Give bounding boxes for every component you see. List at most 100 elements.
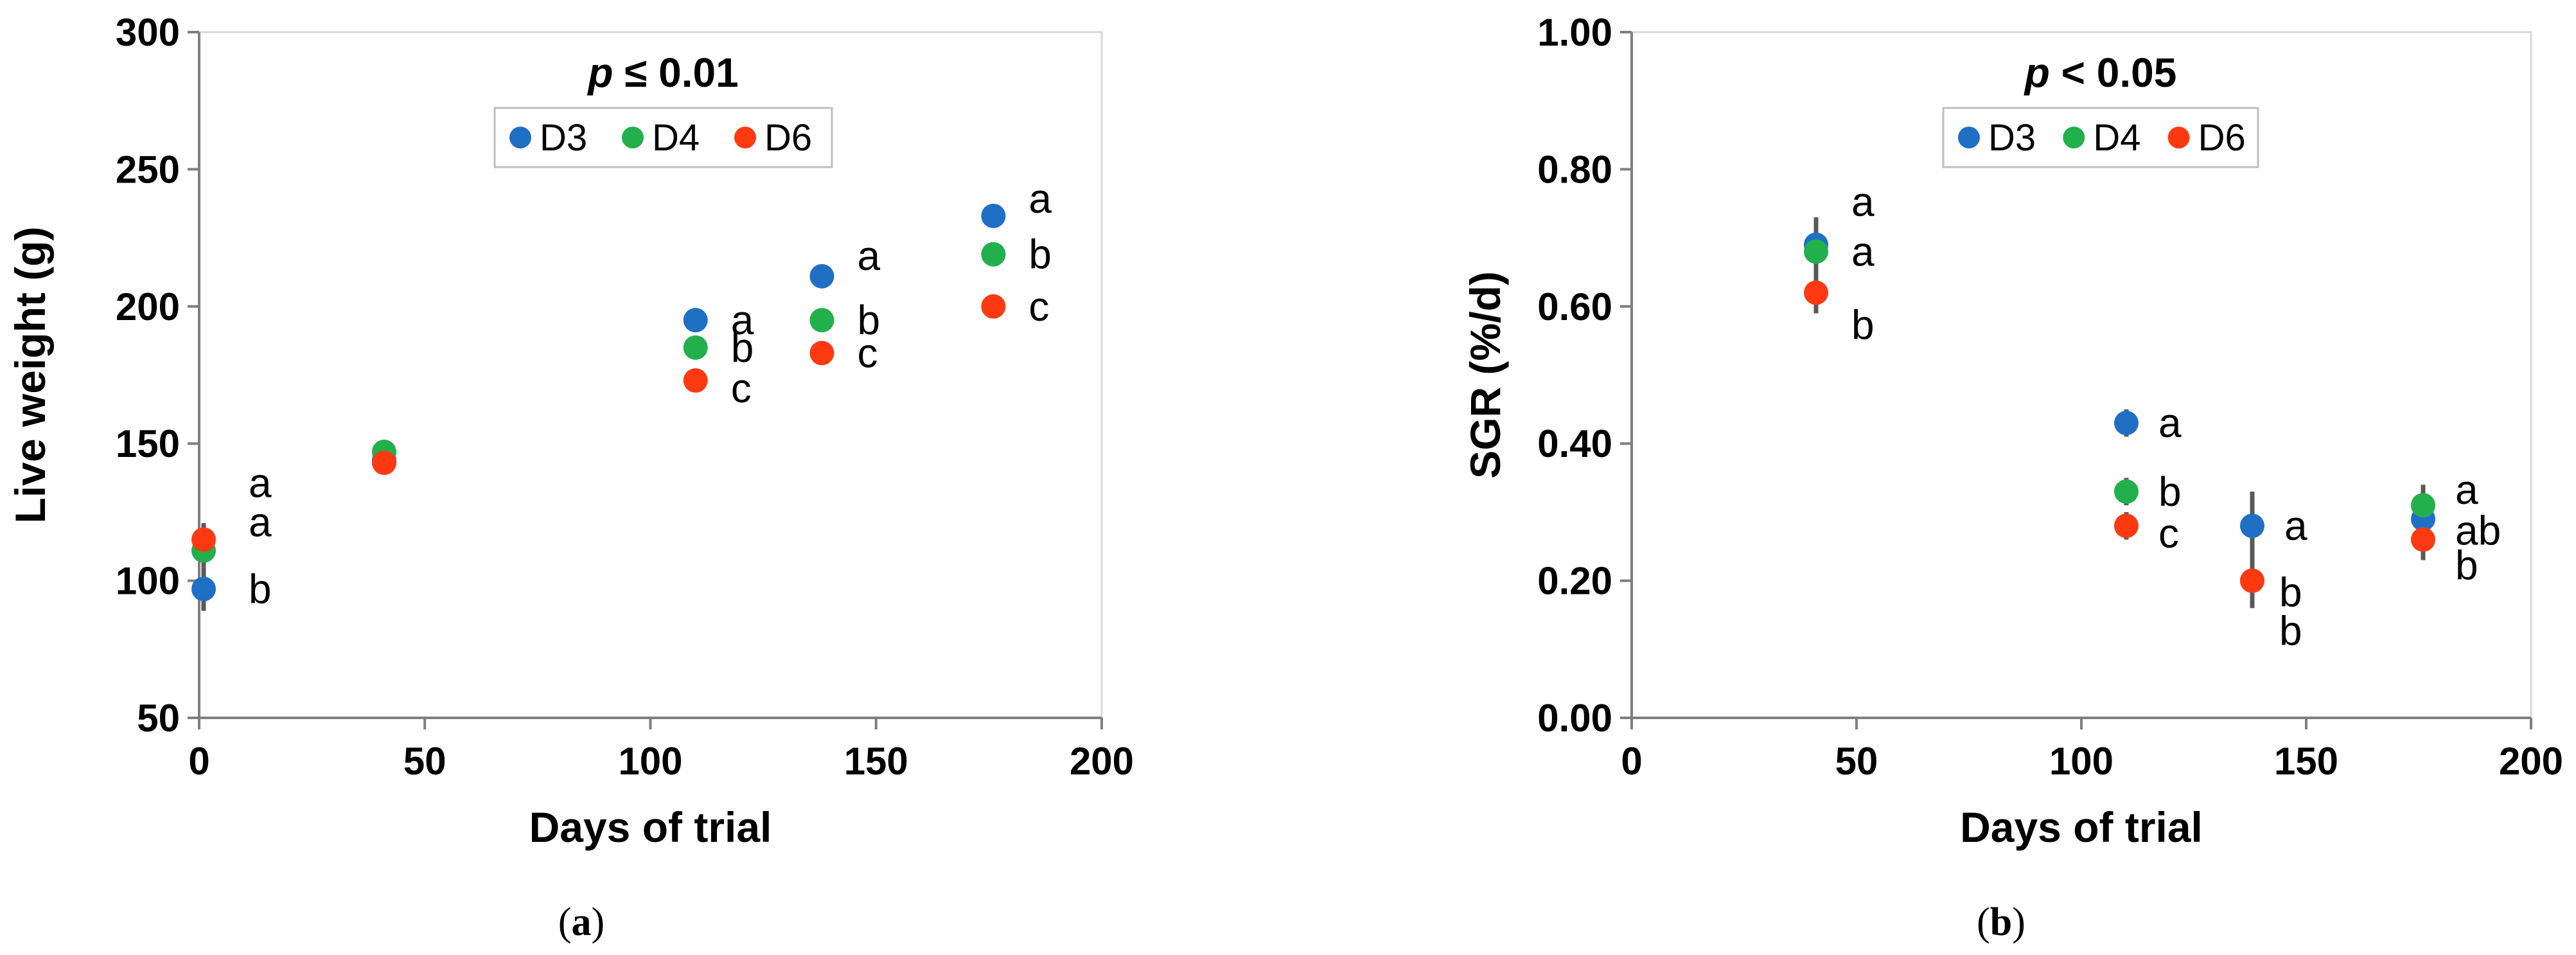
p-value-label: p < 0.05 [2024, 49, 2177, 96]
significance-label: a [2158, 400, 2182, 446]
y-tick-label: 0.60 [1537, 285, 1612, 328]
x-axis-title: Days of trial [1960, 803, 2203, 851]
p-value-label: p ≤ 0.01 [587, 49, 738, 96]
y-tick-label: 200 [116, 285, 180, 328]
significance-label: a [2284, 503, 2307, 549]
data-point-d3 [683, 308, 708, 333]
x-axis-title: Days of trial [529, 803, 772, 851]
significance-label: a [1851, 228, 1875, 274]
legend: D3 D4 D6 [493, 107, 833, 168]
x-tick-label: 200 [1070, 740, 1134, 783]
data-point-d4 [981, 242, 1006, 267]
legend: D3 D4 D6 [1942, 107, 2259, 168]
significance-label: b [2455, 542, 2478, 589]
significance-label: b [857, 297, 880, 343]
y-tick-label: 250 [116, 148, 180, 191]
significance-label: a [2455, 467, 2478, 513]
y-tick-label: 0.80 [1537, 148, 1612, 191]
panel-caption: (a) [558, 900, 604, 944]
legend-box [493, 107, 833, 168]
x-tick-label: 100 [618, 740, 682, 783]
y-tick-label: 100 [116, 560, 180, 603]
legend-entry-d6: D6 [764, 117, 812, 159]
legend-entry-d3: D3 [540, 117, 587, 159]
significance-label: ab [2455, 508, 2501, 554]
y-axis-title: Live weight (g) [6, 227, 54, 524]
data-point-d3 [809, 263, 834, 289]
data-point-d6 [809, 341, 834, 366]
legend-marker-d3 [1958, 127, 1980, 148]
caption-letter: a [572, 900, 592, 944]
legend-marker-d3 [509, 127, 531, 148]
data-point-d6 [683, 368, 708, 393]
data-point-d6 [2114, 513, 2139, 539]
x-tick-label: 0 [188, 740, 209, 783]
x-tick-label: 100 [2049, 740, 2113, 783]
chart-panel-b: 0.00 0.20 0.40 0.60 0.80 1.00 0 50 100 150 200 Days… [1461, 11, 2563, 944]
x-tick-label: 200 [2499, 740, 2563, 783]
significance-label: a [1028, 175, 1052, 222]
legend-marker-d4 [2063, 127, 2085, 148]
legend-entry-d6: D6 [2198, 117, 2246, 159]
data-point-d3 [191, 576, 216, 602]
significance-label: b [2158, 469, 2182, 515]
panel-caption: (b) [1977, 900, 2025, 944]
p-value-symbol: p [587, 49, 613, 96]
data-point-d4 [2411, 493, 2435, 518]
significance-label: c [2158, 510, 2179, 557]
y-tick-label: 0.40 [1537, 422, 1612, 465]
legend-entry-d4: D4 [652, 117, 700, 159]
y-tick-label: 300 [116, 11, 180, 54]
x-tick-label: 50 [403, 740, 446, 783]
y-tick-label: 50 [137, 697, 180, 740]
data-point-d6 [1804, 280, 1828, 305]
significance-label: b [2279, 569, 2302, 616]
x-tick-label: 50 [1835, 740, 1878, 783]
caption-paren: ) [592, 900, 605, 944]
caption-letter: b [1990, 900, 2012, 944]
data-point-d4 [683, 335, 708, 360]
significance-label: b [1028, 231, 1052, 278]
y-tick-label: 0.20 [1537, 560, 1612, 603]
data-point-d4 [1804, 239, 1828, 264]
data-point-d4 [809, 308, 834, 333]
x-tick-label: 150 [2274, 740, 2338, 783]
legend-entry-d3: D3 [1988, 117, 2036, 159]
x-tick-label: 150 [844, 740, 908, 783]
y-tick-label: 1.00 [1537, 11, 1612, 54]
data-point-d4 [2114, 479, 2139, 504]
legend-marker-d6 [2167, 127, 2190, 148]
caption-paren: ) [2012, 900, 2025, 944]
significance-label: c [1028, 283, 1049, 330]
caption-paren: ( [558, 900, 572, 944]
data-point-d3 [2240, 513, 2264, 539]
data-point-d6 [191, 527, 216, 552]
significance-label: c [731, 365, 752, 411]
data-point-d6 [981, 294, 1006, 319]
data-point-d6 [2411, 527, 2435, 552]
legend-box [1942, 107, 2259, 168]
significance-label: b [2279, 608, 2302, 654]
y-tick-label: 150 [116, 422, 180, 465]
p-value-threshold: < 0.05 [2050, 49, 2177, 96]
data-point-d3 [981, 203, 1006, 228]
legend-entry-d4: D4 [2093, 117, 2140, 159]
legend-marker-d4 [622, 127, 644, 148]
significance-label: a [731, 297, 754, 343]
significance-label: a [249, 460, 272, 506]
significance-label: a [249, 499, 272, 546]
y-axis-title: SGR (%/d) [1461, 271, 1509, 479]
significance-label: b [249, 566, 272, 612]
p-value-threshold: ≤ 0.01 [613, 49, 738, 96]
data-point-d6 [2240, 568, 2264, 593]
significance-label: a [1851, 179, 1875, 225]
significance-label: a [857, 233, 880, 279]
significance-label: c [857, 330, 878, 376]
caption-paren: ( [1977, 900, 1990, 944]
significance-label: b [731, 325, 754, 371]
significance-label: b [1851, 301, 1875, 348]
legend-marker-d6 [734, 127, 756, 148]
p-value-symbol: p [2024, 49, 2050, 96]
